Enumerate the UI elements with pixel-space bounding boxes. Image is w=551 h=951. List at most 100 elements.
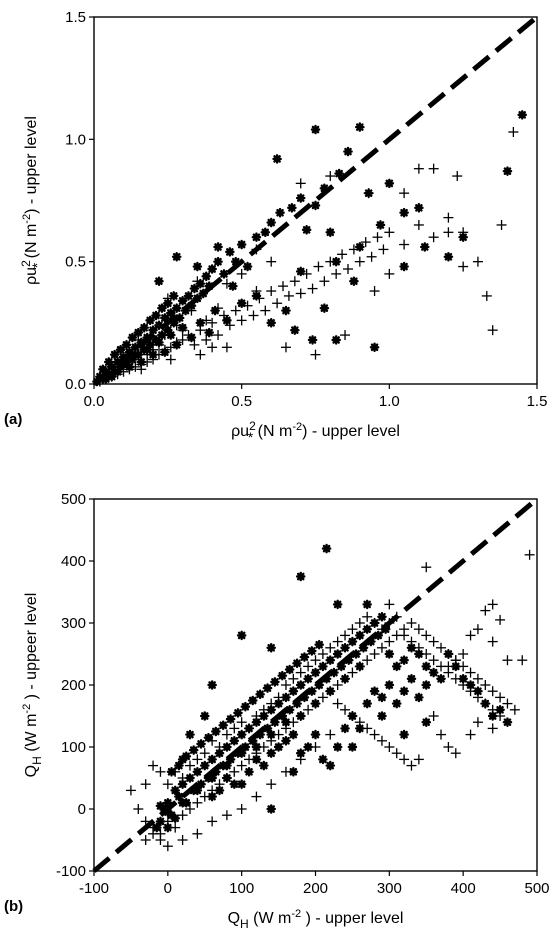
plus-point (310, 655, 321, 666)
x-tick-label: 1.0 (379, 393, 400, 410)
plus-point (458, 661, 469, 672)
star-point (343, 146, 353, 157)
x-axis-label: ρu2 * (N m-2) - upper level (231, 419, 400, 445)
star-point (192, 767, 203, 777)
plus-point (242, 300, 253, 311)
star-point (236, 779, 247, 789)
star-point (399, 729, 409, 740)
plus-point (332, 636, 343, 647)
plus-point (354, 618, 365, 628)
star-point (340, 643, 350, 653)
plus-point (480, 680, 491, 690)
plus-point (436, 661, 447, 672)
star-point (384, 178, 395, 189)
plus-point (189, 339, 200, 350)
plus-point (130, 361, 141, 372)
star-point (307, 335, 318, 345)
plus-point (436, 642, 447, 653)
plus-point (376, 735, 387, 746)
plus-point (266, 779, 277, 790)
scatter-panel-b: -100-100 0 0 100 100 200 200 300 300 400 400 500 500… (4, 491, 550, 931)
plus-point (399, 188, 410, 199)
plus-point (509, 704, 520, 715)
plus-point (354, 661, 365, 672)
plus-point (213, 330, 224, 341)
star-point (295, 680, 306, 690)
star-point (195, 318, 206, 328)
star-point (266, 804, 276, 814)
star-point (242, 261, 253, 272)
plus-point (221, 729, 232, 740)
plus-point (517, 655, 528, 666)
star-point (236, 298, 247, 309)
plus-point (325, 729, 336, 740)
star-point (198, 288, 209, 299)
plus-point (192, 828, 203, 839)
plus-point (487, 325, 498, 336)
plus-point (458, 680, 469, 690)
star-point (121, 340, 132, 350)
plus-point (251, 286, 262, 297)
plus-point (140, 779, 151, 790)
plus-point (369, 618, 380, 628)
plus-point (496, 219, 507, 230)
plus-point (310, 742, 321, 752)
star-point (321, 543, 332, 554)
star-point (288, 729, 299, 740)
star-point (181, 751, 192, 762)
x-axis-label: QH (W m-2 ) - upper level (228, 908, 404, 931)
plus-point (487, 599, 498, 610)
star-point (314, 680, 324, 690)
plus-point (428, 636, 439, 647)
star-point (295, 571, 306, 582)
star-point (255, 689, 265, 700)
plot-frame (93, 16, 538, 385)
star-point (225, 754, 236, 765)
plus-point (295, 667, 306, 678)
star-point (502, 166, 513, 176)
plus-point (125, 785, 136, 796)
plus-point (273, 692, 284, 703)
star-point (419, 242, 430, 252)
plus-point (384, 268, 395, 279)
x-tick-label: -100 (79, 880, 109, 897)
plus-point (337, 249, 348, 260)
star-point (377, 612, 387, 622)
x-tick-label: 300 (377, 880, 402, 897)
plus-point (207, 816, 218, 827)
panel-label: (a) (4, 411, 22, 428)
plus-point (384, 742, 395, 752)
plus-point (103, 371, 114, 382)
plus-point (133, 334, 144, 345)
plus-point (354, 256, 365, 267)
plus-point (148, 354, 159, 365)
y-tick-label: 1.0 (65, 131, 86, 148)
star-point (373, 630, 384, 641)
plus-point (177, 325, 188, 336)
plus-point (201, 334, 212, 345)
plus-point (399, 239, 410, 250)
star-point (207, 773, 217, 783)
star-point (332, 742, 343, 752)
star-point (236, 239, 247, 250)
plus-point (317, 649, 328, 659)
plus-point (207, 785, 218, 796)
plus-point (266, 286, 277, 297)
plus-point (325, 171, 336, 182)
plus-point (465, 729, 476, 740)
plus-point (340, 673, 351, 684)
star-point (183, 291, 194, 301)
plus-point (121, 356, 132, 367)
plus-point (436, 729, 447, 740)
star-point (262, 723, 273, 734)
star-point (157, 303, 167, 313)
star-point (325, 760, 336, 771)
star-point (318, 661, 328, 672)
plus-point (348, 244, 359, 255)
star-point (384, 649, 395, 659)
star-point (228, 281, 238, 291)
star-point (517, 110, 528, 120)
star-point (177, 798, 188, 808)
star-point (336, 661, 347, 672)
plus-point (413, 642, 424, 653)
